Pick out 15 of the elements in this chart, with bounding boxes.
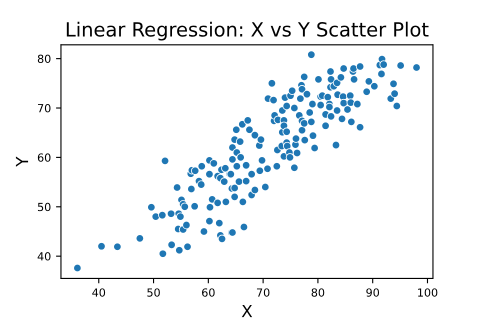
x-tick-label: 80 <box>312 288 324 297</box>
y-tick-label: 60 <box>38 153 50 162</box>
x-tick-label: 40 <box>92 288 106 297</box>
y-tick-label: 40 <box>38 252 50 261</box>
y-tick-label: 50 <box>38 202 50 212</box>
y-tick-label: 80 <box>38 54 50 64</box>
y-tick-label: 70 <box>38 104 50 112</box>
x-tick-label: 70 <box>256 288 270 297</box>
x-axis-title: X <box>242 304 252 318</box>
y-axis-title: Y <box>16 156 28 167</box>
x-tick-label: 60 <box>202 288 215 297</box>
chart-title: Linear Regression: X vs Y Scatter Plot <box>66 22 429 41</box>
x-tick-label: 50 <box>147 288 160 297</box>
x-tick-label: 90 <box>366 288 380 297</box>
x-tick-label: 100 <box>418 288 438 297</box>
